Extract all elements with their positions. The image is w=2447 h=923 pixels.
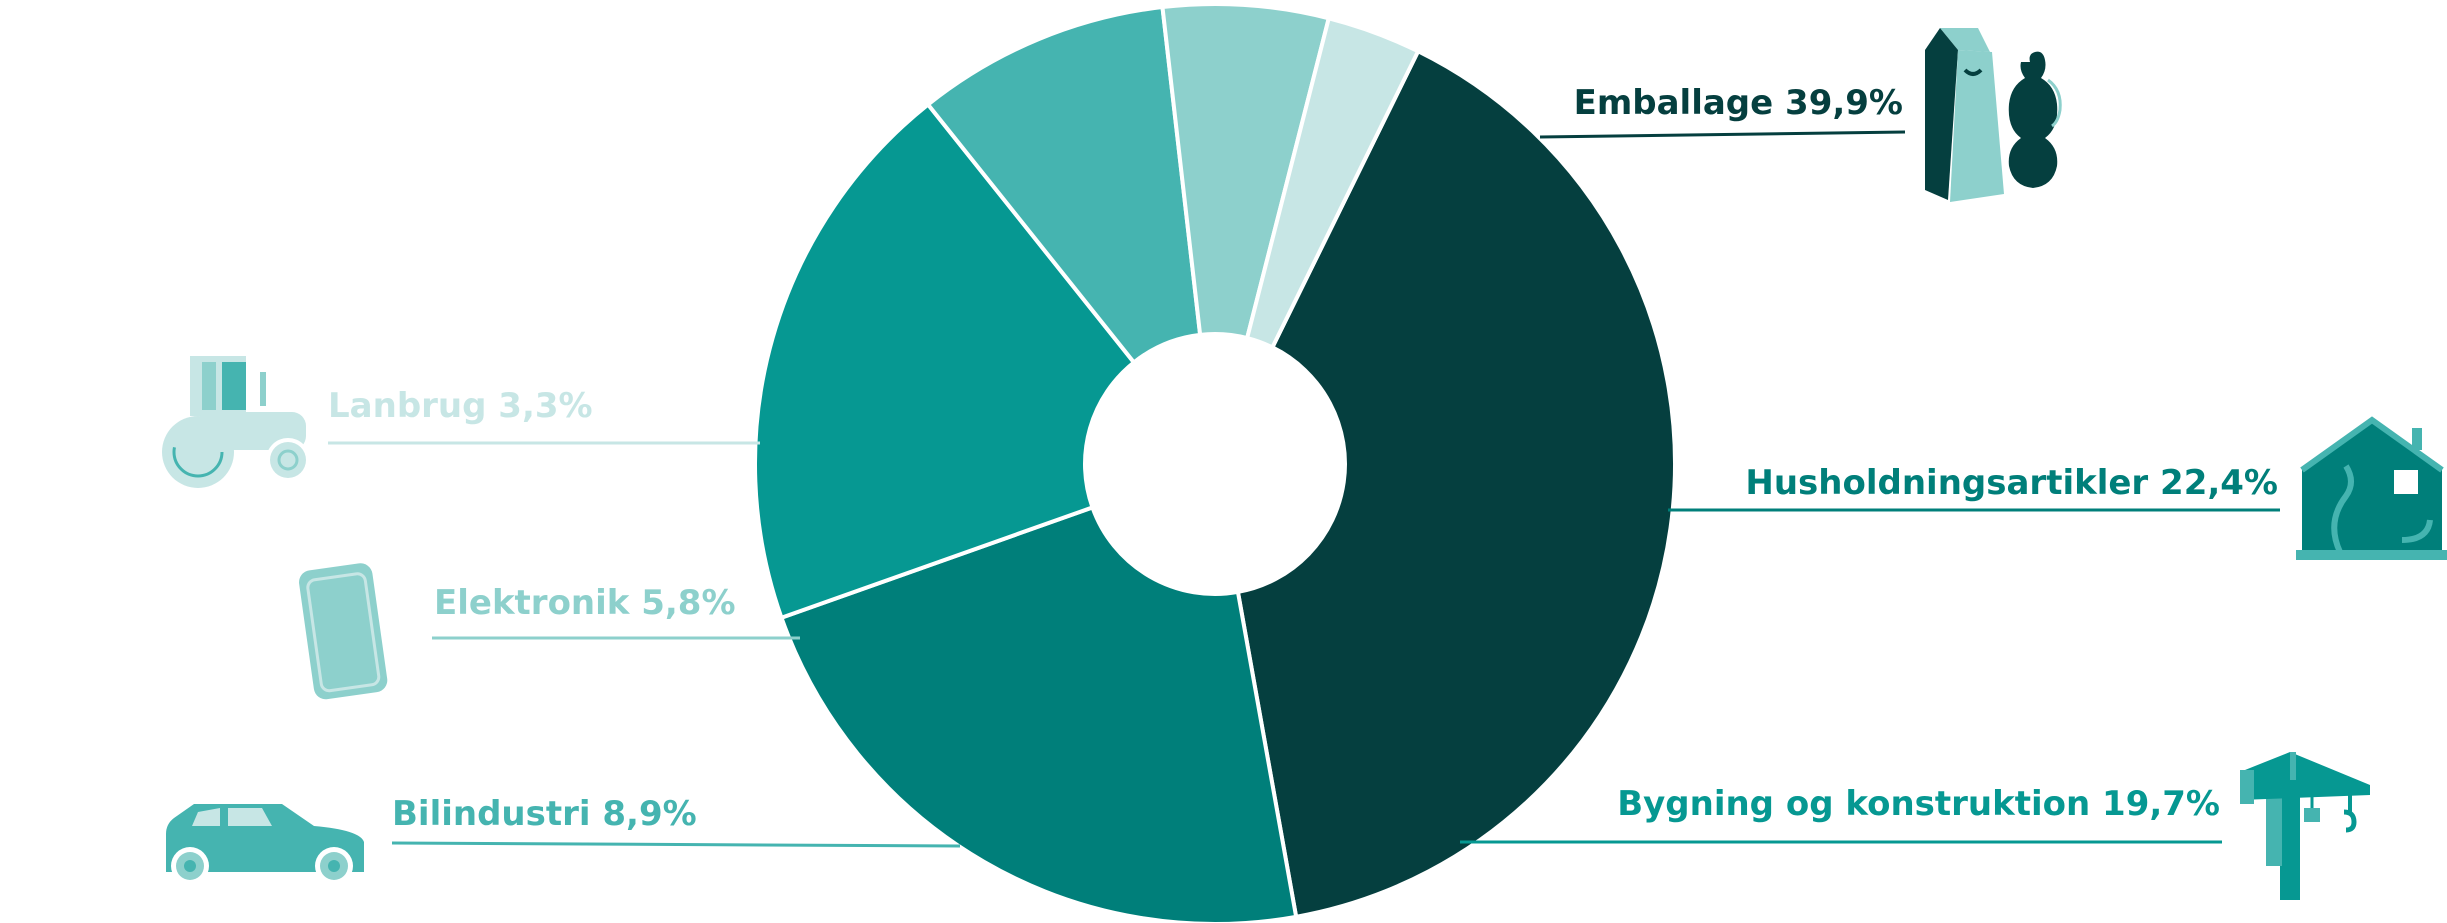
house-icon <box>2296 420 2447 560</box>
phone-icon <box>297 562 388 701</box>
label-elektronik: Elektronik 5,8% <box>434 583 736 623</box>
crane-icon <box>2240 752 2370 900</box>
label-lanbrug: Lanbrug 3,3% <box>328 386 593 426</box>
tractor-icon <box>162 356 310 488</box>
donut-hole <box>1085 334 1345 594</box>
label-bilindustri: Bilindustri 8,9% <box>392 794 697 834</box>
leader-line-bilindustri <box>392 843 960 846</box>
label-bygning: Bygning og konstruktion 19,7% <box>1617 784 2220 824</box>
leader-line-emballage <box>1540 132 1905 137</box>
label-emballage: Emballage 39,9% <box>1574 83 1903 123</box>
label-husholdningsartikler: Husholdningsartikler 22,4% <box>1745 463 2278 503</box>
car-icon <box>166 804 364 885</box>
packaging-icon <box>1925 28 2060 202</box>
